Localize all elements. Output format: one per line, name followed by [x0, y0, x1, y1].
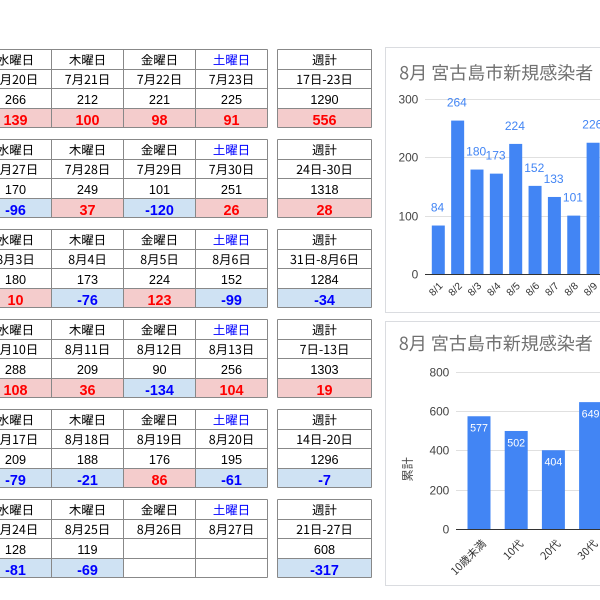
svg-text:152: 152	[524, 161, 544, 175]
svg-text:119: 119	[77, 543, 97, 557]
svg-text:-79: -79	[5, 473, 26, 489]
svg-text:556: 556	[312, 113, 336, 129]
svg-text:1284: 1284	[310, 273, 338, 287]
svg-text:84: 84	[431, 201, 445, 215]
svg-text:-7: -7	[318, 473, 331, 489]
svg-text:104: 104	[219, 383, 243, 399]
svg-text:-99: -99	[221, 293, 242, 309]
svg-text:224: 224	[149, 273, 170, 287]
svg-text:200: 200	[429, 484, 449, 498]
svg-text:212: 212	[77, 93, 98, 107]
svg-text:1296: 1296	[310, 453, 338, 467]
svg-text:0: 0	[443, 523, 450, 537]
svg-text:86: 86	[151, 473, 167, 489]
svg-text:170: 170	[5, 183, 26, 197]
svg-text:128: 128	[5, 543, 26, 557]
svg-text:288: 288	[5, 363, 26, 377]
svg-text:180: 180	[5, 273, 26, 287]
svg-text:226: 226	[582, 118, 600, 132]
svg-text:-96: -96	[5, 203, 26, 219]
svg-text:-34: -34	[314, 293, 335, 309]
svg-text:256: 256	[221, 363, 242, 377]
svg-text:1290: 1290	[310, 93, 338, 107]
svg-text:608: 608	[314, 543, 335, 557]
svg-text:221: 221	[149, 93, 170, 107]
svg-text:300: 300	[398, 93, 418, 107]
svg-text:600: 600	[429, 405, 449, 419]
svg-text:225: 225	[221, 93, 242, 107]
svg-text:209: 209	[77, 363, 98, 377]
svg-text:101: 101	[563, 191, 583, 205]
svg-text:139: 139	[3, 113, 27, 129]
svg-text:91: 91	[223, 113, 239, 129]
svg-text:-76: -76	[77, 293, 98, 309]
svg-text:-21: -21	[77, 473, 98, 489]
svg-text:251: 251	[221, 183, 242, 197]
svg-text:98: 98	[151, 113, 167, 129]
svg-text:176: 176	[149, 453, 170, 467]
svg-text:200: 200	[398, 151, 418, 165]
svg-text:-317: -317	[310, 563, 339, 579]
svg-text:180: 180	[466, 145, 486, 159]
svg-text:249: 249	[77, 183, 98, 197]
svg-text:-81: -81	[5, 563, 26, 579]
svg-text:26: 26	[223, 203, 239, 219]
svg-text:101: 101	[149, 183, 170, 197]
svg-text:649: 649	[582, 408, 600, 420]
svg-text:188: 188	[77, 453, 98, 467]
svg-text:123: 123	[147, 293, 171, 309]
svg-text:90: 90	[152, 363, 166, 377]
svg-text:36: 36	[79, 383, 95, 399]
svg-text:100: 100	[75, 113, 99, 129]
svg-text:264: 264	[447, 96, 467, 110]
svg-text:173: 173	[486, 149, 506, 163]
svg-text:577: 577	[470, 423, 488, 435]
svg-text:1303: 1303	[310, 363, 338, 377]
svg-text:800: 800	[429, 366, 449, 380]
svg-text:-61: -61	[221, 473, 242, 489]
svg-text:28: 28	[316, 203, 332, 219]
svg-text:404: 404	[544, 457, 562, 469]
svg-text:195: 195	[221, 453, 242, 467]
svg-text:-120: -120	[145, 203, 174, 219]
svg-text:19: 19	[316, 383, 332, 399]
svg-text:502: 502	[507, 437, 525, 449]
svg-text:-69: -69	[77, 563, 98, 579]
svg-text:152: 152	[221, 273, 242, 287]
svg-text:1318: 1318	[310, 183, 338, 197]
svg-text:209: 209	[5, 453, 26, 467]
svg-text:133: 133	[544, 172, 564, 186]
svg-text:266: 266	[5, 93, 26, 107]
svg-text:224: 224	[505, 119, 525, 133]
svg-text:37: 37	[79, 203, 95, 219]
svg-text:400: 400	[429, 444, 449, 458]
svg-text:10: 10	[7, 293, 23, 309]
svg-text:100: 100	[398, 210, 418, 224]
svg-text:173: 173	[77, 273, 98, 287]
svg-text:-134: -134	[145, 383, 174, 399]
svg-text:108: 108	[3, 383, 27, 399]
svg-text:0: 0	[412, 268, 419, 282]
